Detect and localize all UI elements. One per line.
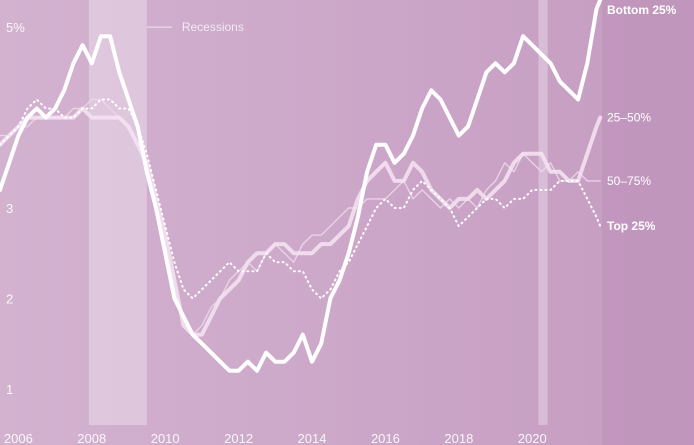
x-tick-label-2: 2008 bbox=[77, 431, 106, 445]
x-tick-label-8: 2020 bbox=[518, 431, 547, 445]
x-tick-label-3: 2010 bbox=[151, 431, 180, 445]
recession-band-2 bbox=[538, 0, 548, 425]
series-label-3: 50–75% bbox=[607, 174, 651, 188]
x-tick-label-7: 2018 bbox=[444, 431, 473, 445]
x-tick-label-5: 2014 bbox=[298, 431, 327, 445]
series-labels: Bottom 25% 25–50% 50–75% Top 25% bbox=[607, 3, 677, 233]
series-line-1 bbox=[0, 0, 603, 373]
x-tick-label-6: 2016 bbox=[371, 431, 400, 445]
recession-label: Recessions bbox=[182, 20, 244, 34]
series-label-2: 25–50% bbox=[607, 111, 651, 125]
y-tick-label-3: 3 bbox=[6, 201, 13, 216]
y-tick-label-4: 5% bbox=[6, 20, 25, 35]
y-tick-label-2: 2 bbox=[6, 291, 13, 306]
series-lines bbox=[0, 0, 603, 373]
x-tick-label-1: 2006 bbox=[4, 431, 33, 445]
plot-right-margin bbox=[602, 0, 694, 445]
y-tick-label-1: 1 bbox=[6, 382, 13, 397]
series-line-4 bbox=[0, 98, 602, 300]
series-label-1: Bottom 25% bbox=[607, 3, 677, 17]
axes: 1 2 3 5% 2006 2008 2010 2012 2014 2016 2018 2020 bbox=[4, 20, 547, 445]
series-label-4: Top 25% bbox=[607, 219, 656, 233]
x-tick-label-4: 2012 bbox=[224, 431, 253, 445]
series-line-3 bbox=[0, 98, 601, 336]
series-line-2 bbox=[0, 106, 603, 337]
